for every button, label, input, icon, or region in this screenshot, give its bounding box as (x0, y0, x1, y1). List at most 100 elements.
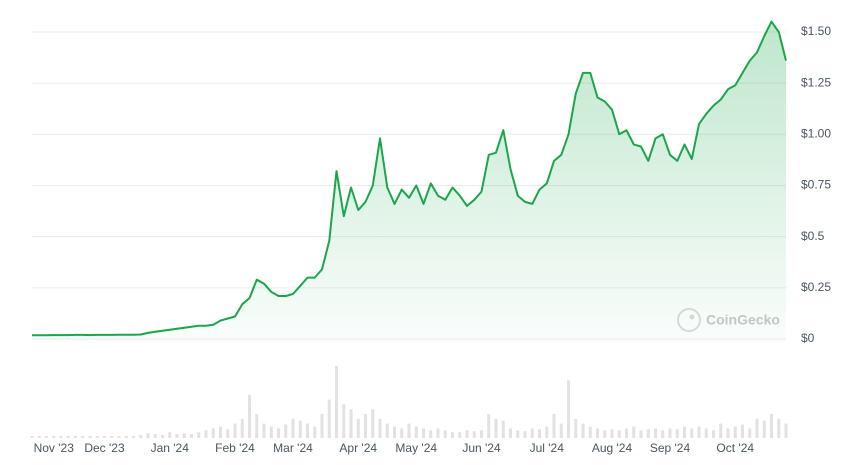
volume-bar (443, 430, 447, 438)
volume-bar (465, 430, 469, 438)
volume-bar (306, 423, 309, 438)
volume-bar (153, 434, 157, 438)
volume-bar (182, 433, 186, 438)
volume-bar (668, 428, 672, 438)
volume-bar (697, 426, 701, 438)
volume-bar (284, 424, 288, 438)
x-tick-label: Oct '24 (716, 441, 754, 455)
volume-bar (625, 428, 628, 438)
x-tick-label: Dec '23 (84, 441, 125, 455)
volume-bar (480, 430, 483, 438)
volume-bar (364, 414, 367, 438)
volume-bar (451, 432, 454, 438)
y-tick-label: $1.50 (801, 24, 831, 38)
x-tick-label: Jun '24 (462, 441, 501, 455)
x-tick-label: Mar '24 (273, 441, 313, 455)
volume-bar (552, 414, 556, 438)
volume-bar (211, 428, 215, 438)
price-line (32, 20, 787, 337)
watermark-logo (677, 308, 701, 332)
volume-bar (741, 424, 744, 438)
y-tick-label: $0 (801, 331, 815, 345)
volume-bar (88, 436, 92, 438)
volume-bar (59, 436, 63, 438)
volume-bar (639, 430, 643, 438)
watermark: CoinGecko (677, 308, 780, 332)
volume-bar (335, 366, 338, 438)
volume-bar (233, 423, 237, 438)
volume-bar (110, 436, 114, 438)
volume-bar (538, 429, 541, 438)
volume-bar (516, 430, 520, 438)
watermark-text: CoinGecko (706, 312, 780, 328)
y-tick-label: $1.00 (801, 126, 831, 140)
volume-bar (74, 436, 77, 438)
volume-bar (269, 426, 273, 438)
volume-bar (240, 418, 244, 438)
volume-bar (277, 428, 280, 438)
volume-bar (139, 435, 143, 438)
y-tick-label: $0.5 (801, 229, 825, 243)
volume-bar (458, 432, 462, 438)
volume-bar (755, 418, 759, 438)
volume-bar (683, 426, 686, 438)
x-tick-label: Jan '24 (151, 441, 190, 455)
volume-bar (262, 423, 266, 438)
volume-bar (646, 429, 650, 438)
volume-bar (66, 436, 70, 438)
volume-bar (400, 428, 404, 438)
volume-bar (204, 430, 208, 438)
volume-bar (748, 428, 752, 438)
volume-bar (327, 399, 331, 438)
volume-bar (407, 423, 411, 438)
volume-bar (690, 428, 694, 438)
volume-bar (574, 418, 578, 438)
volume-bar (726, 428, 730, 438)
volume-bar (117, 436, 121, 438)
volume-bar (385, 423, 389, 438)
x-tick-label: Apr '24 (339, 441, 377, 455)
volume-bar (610, 429, 614, 438)
volume-bar (494, 418, 498, 438)
y-tick-label: $0.75 (801, 178, 831, 192)
volume-bar (762, 420, 766, 438)
volume-bar (712, 430, 715, 438)
volume-bar (342, 404, 346, 438)
volume-bar (581, 423, 585, 438)
volume-bar (777, 418, 781, 438)
volume-bar (45, 436, 48, 438)
volume-bar (559, 423, 563, 438)
volume-bar (168, 432, 172, 438)
volume-bar (770, 414, 773, 438)
volume-bar (588, 426, 592, 438)
volume-bar (248, 394, 251, 438)
volume-bar (393, 426, 396, 438)
volume-bar (132, 436, 135, 438)
volume-bar (30, 436, 34, 438)
volume-bar (219, 426, 222, 438)
volume-bar (719, 423, 723, 438)
y-tick-label: $1.25 (801, 75, 831, 89)
volume-bar (422, 428, 425, 438)
x-tick-label: May '24 (395, 441, 437, 455)
volume-bar (704, 428, 708, 438)
volume-bar (103, 436, 106, 438)
volume-bar (545, 426, 549, 438)
volume-bar (124, 436, 128, 438)
volume-bar (632, 426, 636, 438)
price-area (32, 21, 786, 343)
volume-bar (661, 430, 665, 438)
volume-bar (356, 418, 360, 438)
volume-bar (487, 414, 491, 438)
volume-bar (654, 428, 657, 438)
volume-bar (675, 429, 679, 438)
volume-bar (378, 418, 382, 438)
volume-bar (472, 431, 476, 438)
volume-bar (320, 414, 324, 438)
x-tick-label: Nov '23 (34, 441, 75, 455)
volume-bar (81, 436, 85, 438)
volume-bar (298, 420, 302, 438)
volume-bar (146, 433, 150, 438)
